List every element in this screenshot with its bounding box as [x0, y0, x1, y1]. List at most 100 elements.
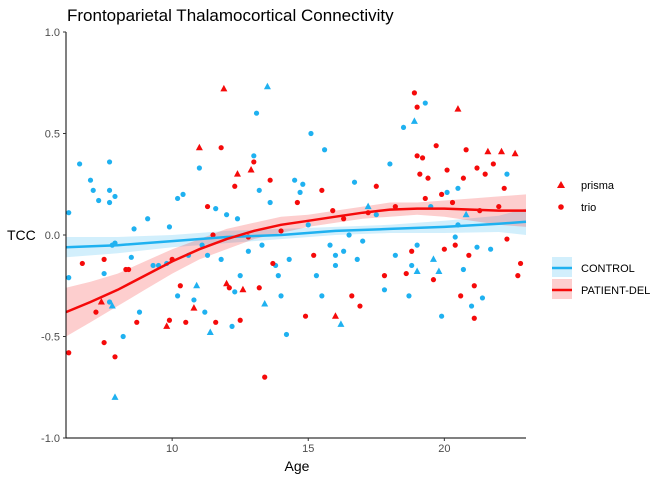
- control-point-trio: [87, 177, 94, 183]
- control-point-prisma: [193, 281, 201, 289]
- control-point-trio: [360, 238, 366, 244]
- patient-del-point-trio: [515, 273, 521, 279]
- control-point-trio: [283, 331, 290, 338]
- patient-del-point-trio: [517, 260, 524, 267]
- patient-del-point-prisma: [484, 147, 492, 155]
- control-point-prisma: [111, 393, 119, 400]
- control-point-trio: [305, 222, 311, 228]
- patient-del-point-trio: [411, 90, 418, 96]
- control-point-prisma: [429, 255, 437, 262]
- control-point-trio: [297, 189, 303, 195]
- control-point-trio: [468, 303, 475, 309]
- control-point-prisma: [413, 267, 421, 275]
- patient-del-point-trio: [460, 175, 466, 181]
- control-point-trio: [267, 199, 273, 206]
- control-point-trio: [406, 293, 412, 299]
- patient-del-point-trio: [166, 317, 173, 323]
- patient-del-point-trio: [101, 339, 107, 346]
- patient-del-point-prisma: [511, 149, 519, 157]
- control-point-trio: [341, 248, 347, 254]
- control-point-trio: [381, 287, 388, 293]
- legend-control-label: CONTROL: [581, 263, 635, 275]
- control-point-trio: [259, 242, 265, 248]
- patient-del-point-trio: [79, 260, 85, 267]
- patient-del-point-trio: [430, 277, 437, 283]
- patient-del-point-trio: [373, 183, 379, 189]
- control-point-trio: [213, 206, 219, 212]
- patient-del-point-trio: [504, 236, 510, 242]
- patient-del-point-trio: [425, 175, 431, 181]
- x-axis-label: Age: [285, 458, 310, 474]
- control-point-trio: [327, 242, 333, 248]
- control-point-trio: [300, 181, 306, 187]
- patient-del-point-trio: [403, 270, 409, 277]
- patient-del-point-trio: [466, 252, 472, 258]
- control-point-trio: [112, 193, 118, 200]
- y-axis-label: TCC: [7, 227, 36, 243]
- control-point-prisma: [263, 82, 271, 90]
- patient-del-point-trio: [419, 155, 426, 161]
- legend-trio-label: trio: [581, 202, 596, 214]
- x-tick-label: 10: [166, 443, 178, 455]
- patient-del-point-trio: [134, 319, 140, 325]
- control-point-prisma: [364, 202, 372, 210]
- control-point-prisma: [337, 320, 345, 327]
- patient-del-point-trio: [433, 143, 439, 149]
- control-point-trio: [392, 252, 398, 258]
- patient-del-point-trio: [232, 183, 238, 189]
- patient-del-point-trio: [66, 350, 72, 356]
- control-point-trio: [460, 266, 466, 273]
- control-point-trio: [444, 189, 450, 195]
- control-point-trio: [131, 226, 137, 232]
- patient-del-point-trio: [414, 104, 420, 110]
- control-point-trio: [319, 293, 325, 299]
- control-point-trio: [251, 153, 257, 159]
- y-tick-label: 1.0: [45, 27, 60, 39]
- legend-prisma-label: prisma: [581, 180, 615, 192]
- x-tick-label: 15: [302, 443, 314, 455]
- control-point-trio: [202, 309, 208, 315]
- patient-del-point-trio: [444, 167, 450, 173]
- control-point-trio: [253, 110, 260, 116]
- patient-del-point-trio: [414, 153, 420, 159]
- control-point-trio: [218, 256, 224, 262]
- control-point-trio: [422, 100, 428, 106]
- patient-del-point-trio: [204, 203, 211, 210]
- control-point-trio: [77, 161, 83, 167]
- control-point-trio: [120, 333, 126, 340]
- patient-del-point-prisma: [233, 170, 241, 177]
- y-axis-ticks: -1.0 -0.5 0.0 0.5 1.0: [41, 27, 66, 445]
- patient-del-point-trio: [471, 283, 477, 289]
- control-point-trio: [286, 256, 292, 262]
- confidence-ribbons: [66, 194, 526, 337]
- legend-shape: prisma trio: [557, 180, 615, 214]
- control-point-trio: [504, 171, 510, 177]
- patient-del-point-trio: [441, 246, 447, 252]
- control-point-trio: [474, 244, 480, 250]
- y-tick-label: -1.0: [41, 433, 60, 445]
- patient-del-point-trio: [262, 374, 268, 380]
- y-tick-label: -0.5: [41, 332, 60, 344]
- patient-del-point-trio: [101, 256, 107, 262]
- y-tick-label: 0.0: [45, 230, 60, 242]
- control-point-trio: [354, 256, 360, 262]
- control-point-trio: [229, 323, 235, 329]
- control-point-trio: [101, 270, 107, 277]
- control-point-trio: [488, 246, 494, 252]
- control-point-trio: [292, 177, 298, 183]
- legend-patient-label: PATIENT-DEL: [581, 285, 650, 297]
- control-point-trio: [166, 224, 173, 230]
- legend-group: CONTROL PATIENT-DEL: [552, 257, 650, 299]
- patient-del-point-prisma: [454, 105, 462, 112]
- patient-del-point-trio: [409, 248, 415, 254]
- patient-del-point-trio: [501, 185, 507, 191]
- patient-del-point-trio: [210, 232, 216, 238]
- control-point-prisma: [261, 300, 269, 307]
- patient-del-point-trio: [449, 199, 456, 206]
- control-point-trio: [150, 262, 156, 269]
- patient-del-point-trio: [267, 177, 273, 183]
- control-point-trio: [66, 210, 72, 216]
- patient-del-point-prisma: [97, 297, 105, 305]
- patient-del-point-trio: [213, 319, 219, 325]
